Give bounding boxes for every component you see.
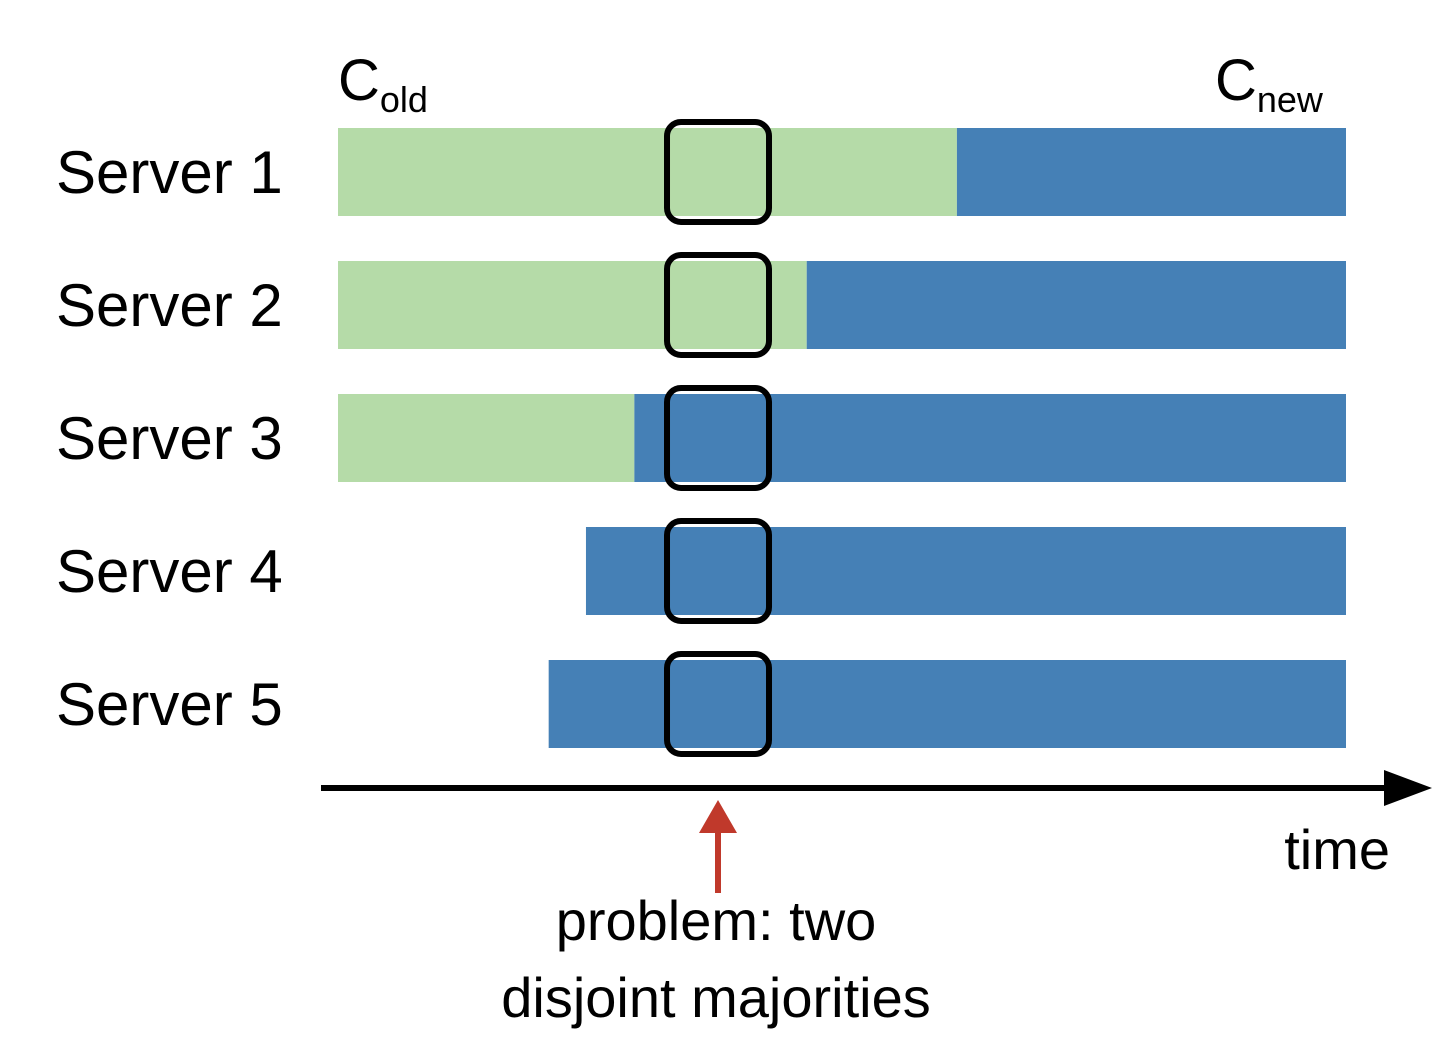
cnew-label: Cnew — [1215, 48, 1324, 120]
time-axis-arrowhead — [1384, 770, 1432, 806]
server-3-highlight-box — [664, 385, 773, 491]
server-label-2: Server 2 — [56, 272, 283, 339]
server-label-1: Server 1 — [56, 139, 283, 206]
server-3-old-config-bar — [338, 394, 635, 482]
server-4-highlight-box — [664, 518, 773, 624]
server-5-highlight-box — [664, 651, 773, 757]
server-2-highlight-box — [664, 252, 773, 358]
cold-label: Cold — [338, 48, 428, 120]
server-2-old-config-bar — [338, 261, 807, 349]
annotation-arrow-head — [699, 800, 737, 833]
annotation-line-2: disjoint majorities — [501, 966, 931, 1029]
server-1-old-config-bar — [338, 128, 957, 216]
server-label-3: Server 3 — [56, 405, 283, 472]
server-label-4: Server 4 — [56, 538, 283, 605]
server-2-new-config-bar — [806, 261, 1346, 349]
server-rows: Server 1 Server 2 Server 3 Server 4 Server 5 — [56, 119, 1346, 757]
server-1-highlight-box — [664, 119, 773, 225]
server-5-new-config-bar — [548, 660, 1346, 748]
server-label-5: Server 5 — [56, 671, 283, 738]
time-axis-label: time — [1284, 818, 1390, 881]
server-1-new-config-bar — [956, 128, 1346, 216]
server-4-new-config-bar — [585, 527, 1346, 615]
annotation-line-1: problem: two — [556, 889, 877, 952]
server-3-new-config-bar — [634, 394, 1346, 482]
